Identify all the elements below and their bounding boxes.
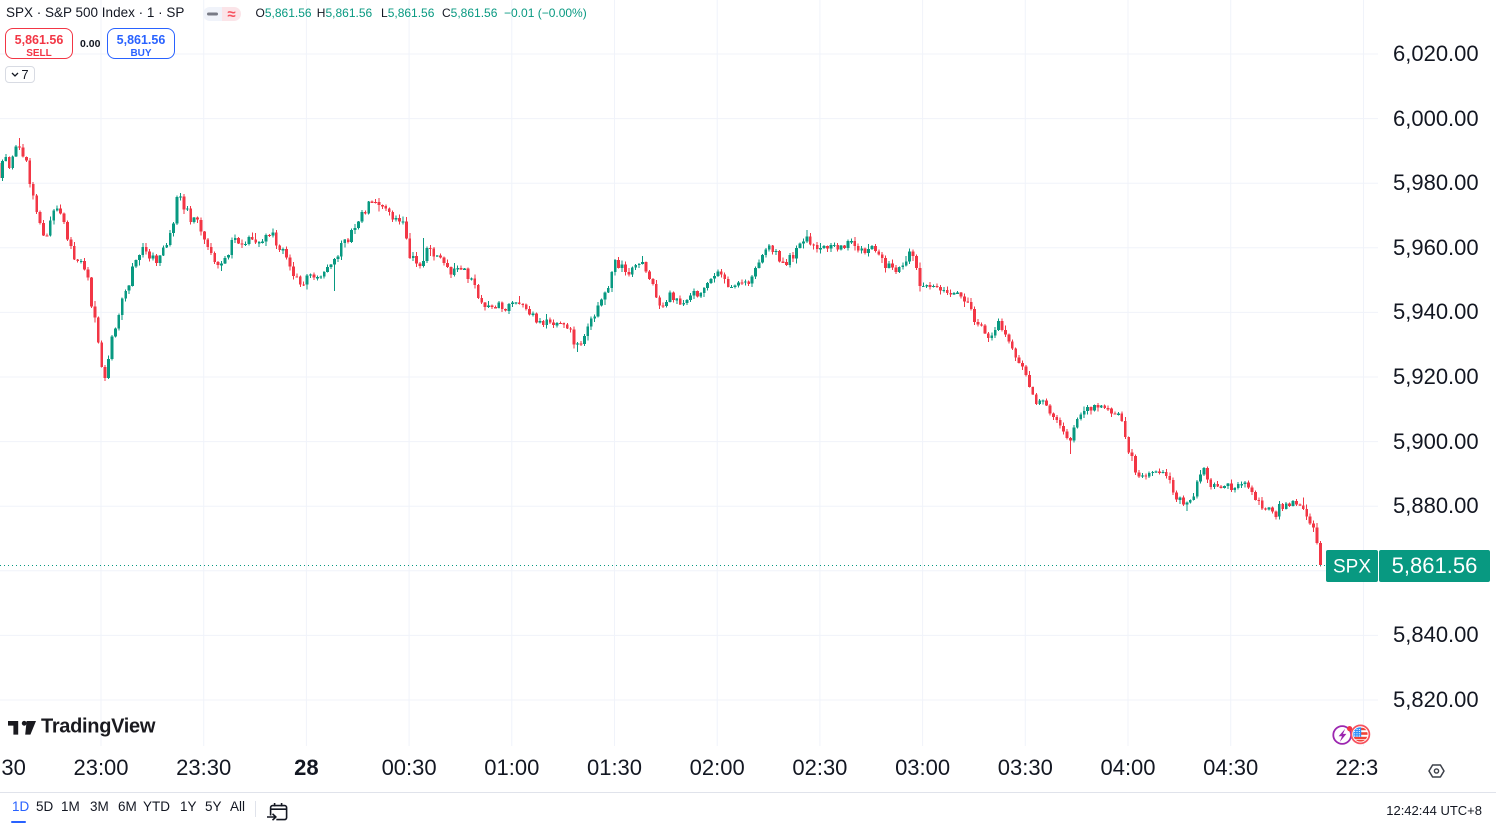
svg-text:TradingView: TradingView [41,716,156,738]
svg-text:5,861.56: 5,861.56 [1392,553,1478,578]
svg-text:SPX: SPX [1333,557,1371,578]
